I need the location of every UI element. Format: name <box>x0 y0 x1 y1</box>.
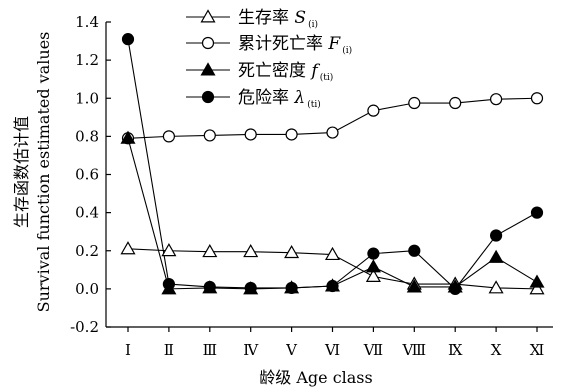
legend: 生存率 S (i) 累计死亡率 F (i) 死亡密度 f (ti) 危险率 λ (ti) <box>186 8 352 110</box>
y-tick-label: 0.6 <box>75 166 99 184</box>
x-tick-label: Ⅱ <box>164 341 174 359</box>
legend-entry-mortality-density: 死亡密度 f (ti) <box>186 61 333 83</box>
data-point <box>488 249 504 263</box>
data-point <box>367 104 380 117</box>
y-axis-ticks: -0.2 0.0 0.2 0.4 0.6 0.8 1.0 1.2 1.4 <box>70 13 111 336</box>
y-tick-label: 0.0 <box>75 280 99 298</box>
data-point <box>529 274 545 288</box>
x-tick-label: Ⅴ <box>285 341 298 359</box>
series-layer <box>120 33 545 295</box>
data-point <box>490 229 503 242</box>
y-tick-label: 1.4 <box>75 13 99 31</box>
data-point <box>449 282 462 295</box>
data-point <box>365 259 381 273</box>
legend-entry-cumulative-mortality: 累计死亡率 F (i) <box>186 34 352 56</box>
x-axis-title: 龄级 Age class <box>259 368 372 387</box>
y-tick-label: 1.0 <box>75 89 99 107</box>
y-axis-title-cn: 生存函数估计值 <box>12 116 31 228</box>
data-point <box>243 243 259 258</box>
legend-label: 危险率 λ (ti) <box>238 88 321 110</box>
x-tick-label: Ⅹ <box>491 341 502 359</box>
legend-entry-survival: 生存率 S (i) <box>186 8 318 30</box>
data-point <box>121 33 135 46</box>
data-point <box>244 128 257 141</box>
data-point <box>284 244 300 259</box>
series-line <box>127 138 538 290</box>
legend-marker <box>201 90 215 104</box>
x-tick-label: Ⅸ <box>448 341 463 359</box>
series-mortality-density <box>127 138 538 290</box>
data-point <box>326 279 339 293</box>
data-point <box>530 92 544 105</box>
data-point <box>530 206 544 219</box>
legend-entry-hazard-rate: 危险率 λ (ti) <box>186 88 321 110</box>
data-point <box>120 241 136 255</box>
x-tick-label: Ⅰ <box>125 341 131 359</box>
data-point <box>324 246 341 261</box>
y-axis-title-en: Survival function estimated values <box>34 32 53 313</box>
x-tick-label: Ⅳ <box>243 341 259 359</box>
data-point <box>449 96 462 110</box>
legend-label: 生存率 S (i) <box>238 8 318 30</box>
data-point <box>120 130 136 144</box>
y-tick-label: 0.8 <box>75 127 99 145</box>
y-tick-label: 1.2 <box>75 51 99 69</box>
y-tick-label: 0.4 <box>75 204 99 222</box>
data-point <box>367 247 380 260</box>
data-point <box>285 281 298 295</box>
x-tick-label: Ⅶ <box>363 341 383 359</box>
data-point <box>488 280 504 294</box>
data-point <box>490 93 503 106</box>
legend-marker <box>200 9 216 23</box>
x-tick-label: Ⅲ <box>203 341 217 359</box>
data-point <box>406 279 422 293</box>
data-point <box>162 278 175 291</box>
data-point <box>203 280 216 294</box>
data-point <box>162 130 175 143</box>
data-point <box>408 96 421 110</box>
x-tick-label: Ⅷ <box>401 341 426 359</box>
x-tick-label: Ⅺ <box>530 341 545 359</box>
legend-label: 累计死亡率 F (i) <box>238 34 352 56</box>
y-tick-label: 0.2 <box>75 242 99 260</box>
y-tick-label: -0.2 <box>70 318 99 336</box>
x-tick-label: Ⅵ <box>324 341 340 359</box>
legend-label: 死亡密度 f (ti) <box>238 61 333 83</box>
legend-marker <box>201 36 215 50</box>
data-point <box>529 281 545 295</box>
data-point <box>244 281 257 295</box>
data-point <box>365 268 381 282</box>
data-point <box>161 243 177 257</box>
data-point <box>285 128 298 141</box>
markers-hazard-rate <box>121 33 544 295</box>
legend-marker <box>200 62 216 76</box>
data-point <box>202 243 218 258</box>
data-point <box>326 126 339 139</box>
data-point <box>408 244 421 257</box>
data-point <box>203 129 216 142</box>
